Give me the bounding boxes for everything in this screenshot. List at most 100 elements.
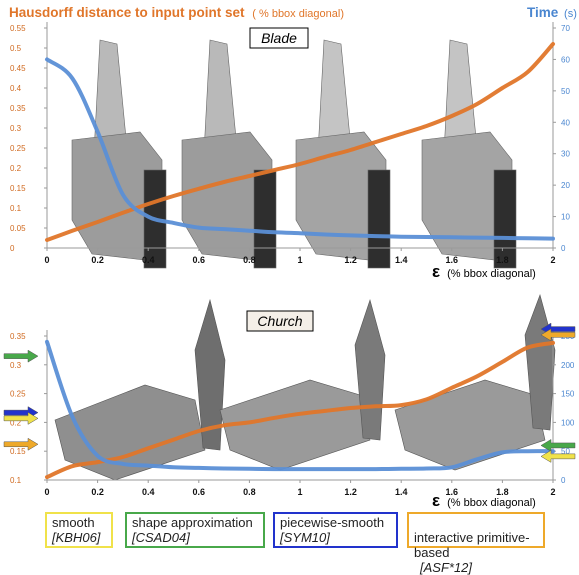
blade-x-tick-label: 1.2 [344,255,357,265]
legend-interactive-primitive: interactive primitive- based [ASF*12] [407,512,545,575]
church-model-renders [54,294,556,481]
blade-x-tick-label: 2 [550,255,555,265]
church-right-tick-label: 50 [561,447,570,456]
blade-x-tick-label: 0.6 [193,255,206,265]
blade-left-tick-label: 0.05 [10,224,26,233]
blade-x-tick-label: 0.8 [243,255,256,265]
blade-left-tick-label: 0.5 [10,44,22,53]
church-right-arrow-marker [540,328,576,342]
blade-model-3 [295,39,391,269]
church-left-tick-label: 0.35 [10,332,26,341]
blade-x-tick-label: 1.8 [496,255,509,265]
church-model-2 [219,298,386,471]
hausdorff-title: Hausdorff distance to input point set ( … [9,5,344,20]
blade-right-tick-label: 20 [561,181,570,190]
church-left-arrow-marker [3,411,39,425]
legend-shape-approx-ref: [CSAD04] [132,530,190,545]
church-x-tick-label: 0.6 [193,487,206,497]
church-time-line [45,339,555,472]
blade-right-tick-label: 60 [561,55,570,64]
church-left-arrow-marker [3,437,39,451]
legend-smooth-ref: [KBH06] [52,530,101,545]
blade-model-2 [181,39,277,269]
church-hausdorff-line [45,340,555,480]
time-title: Time (s) [527,5,577,20]
blade-x-unit: (% bbox diagonal) [447,268,536,280]
church-x-tick-label: 1.6 [446,487,459,497]
legend-piecewise-ref: [SYM10] [280,530,330,545]
church-label-box: Church [246,310,314,332]
church-right-arrow-marker [540,449,576,463]
blade-left-tick-label: 0.45 [10,64,26,73]
church-right-tick-label: 150 [561,390,575,399]
blade-x-tick-label: 0.4 [142,255,155,265]
blade-x-tick-label: 0.2 [91,255,104,265]
time-title-text: Time [527,5,559,20]
blade-right-tick-label: 50 [561,87,570,96]
legend-smooth: smooth [KBH06] [45,512,113,548]
blade-left-tick-label: 0.35 [10,104,26,113]
legend-shape-approximation: shape approximation [CSAD04] [125,512,265,548]
epsilon-symbol-church: ε [432,491,440,510]
blade-x-tick-label: 1.6 [446,255,459,265]
church-right-tick-label: 0 [561,476,566,485]
church-x-tick-label: 0.2 [91,487,104,497]
blade-right-tick-label: 40 [561,118,570,127]
hausdorff-title-text: Hausdorff distance to input point set [9,5,245,20]
blade-right-tick-label: 30 [561,150,570,159]
blade-left-tick-label: 0.2 [10,164,22,173]
blade-left-tick-label: 0.15 [10,184,26,193]
epsilon-symbol-blade: ε [432,262,440,281]
church-x-tick-label: 1.2 [344,487,357,497]
blade-left-tick-label: 0.3 [10,124,22,133]
church-x-tick-label: 1.8 [496,487,509,497]
church-panel: 0 0.2 0.4 0.6 0.8 1 1.2 1.4 1.6 1.8 2 0.1 0.15 0.2 0.2… [3,322,576,497]
church-right-tick-label: 200 [561,361,575,370]
blade-right-tick-label: 0 [561,244,566,253]
blade-left-tick-label: 0.1 [10,204,22,213]
church-x-tick-label: 2 [550,487,555,497]
church-x-tick-label: 0.8 [243,487,256,497]
blade-hausdorff-line [45,42,555,242]
blade-x-tick-label: 1 [297,255,302,265]
blade-x-axis-label: ε (% bbox diagonal) [432,262,536,281]
legend-smooth-label: smooth [52,515,95,530]
church-right-arrow-marker [540,438,576,452]
blade-right-tick-label: 10 [561,213,570,222]
blade-left-tick-label: 0 [10,244,15,253]
blade-time-line [45,57,555,241]
figure-canvas: Hausdorff distance to input point set ( … [3,5,577,510]
church-model-3 [394,294,556,471]
church-left-tick-label: 0.25 [10,390,26,399]
legend-shape-approx-label: shape approximation [132,515,253,530]
blade-x-tick-label: 0 [44,255,49,265]
church-left-tick-label: 0.1 [10,476,22,485]
blade-right-tick-label: 70 [561,24,570,33]
church-x-tick-label: 1 [297,487,302,497]
church-model-1 [54,298,226,481]
church-left-tick-label: 0.15 [10,447,26,456]
church-left-tick-label: 0.3 [10,361,22,370]
church-x-axis-label: ε (% bbox diagonal) [432,491,536,510]
blade-panel: 0 0.2 0.4 0.6 0.8 1 1.2 1.4 1.6 1.8 200.050.10.150… [10,22,570,265]
blade-x-tick-label: 1.4 [395,255,408,265]
blade-left-tick-label: 0.25 [10,144,26,153]
blade-left-tick-label: 0.55 [10,24,26,33]
legend-piecewise-smooth: piecewise-smooth [SYM10] [273,512,398,548]
church-left-tick-label: 0.2 [10,418,22,427]
church-x-unit: (% bbox diagonal) [447,497,536,509]
blade-label: Blade [261,30,297,46]
church-x-tick-label: 0 [44,487,49,497]
legend-interactive-ref: [ASF*12] [420,560,473,575]
hausdorff-title-unit: ( % bbox diagonal) [252,8,344,20]
legend-piecewise-label: piecewise-smooth [280,515,385,530]
time-title-unit: (s) [564,8,577,20]
legend-interactive-label: interactive primitive- based [414,530,530,560]
church-x-tick-label: 1.4 [395,487,408,497]
church-right-tick-label: 100 [561,418,575,427]
church-x-tick-label: 0.4 [142,487,155,497]
blade-label-box: Blade [249,27,309,49]
blade-model-1 [71,39,167,269]
blade-model-4 [421,39,517,269]
church-label: Church [257,313,302,329]
